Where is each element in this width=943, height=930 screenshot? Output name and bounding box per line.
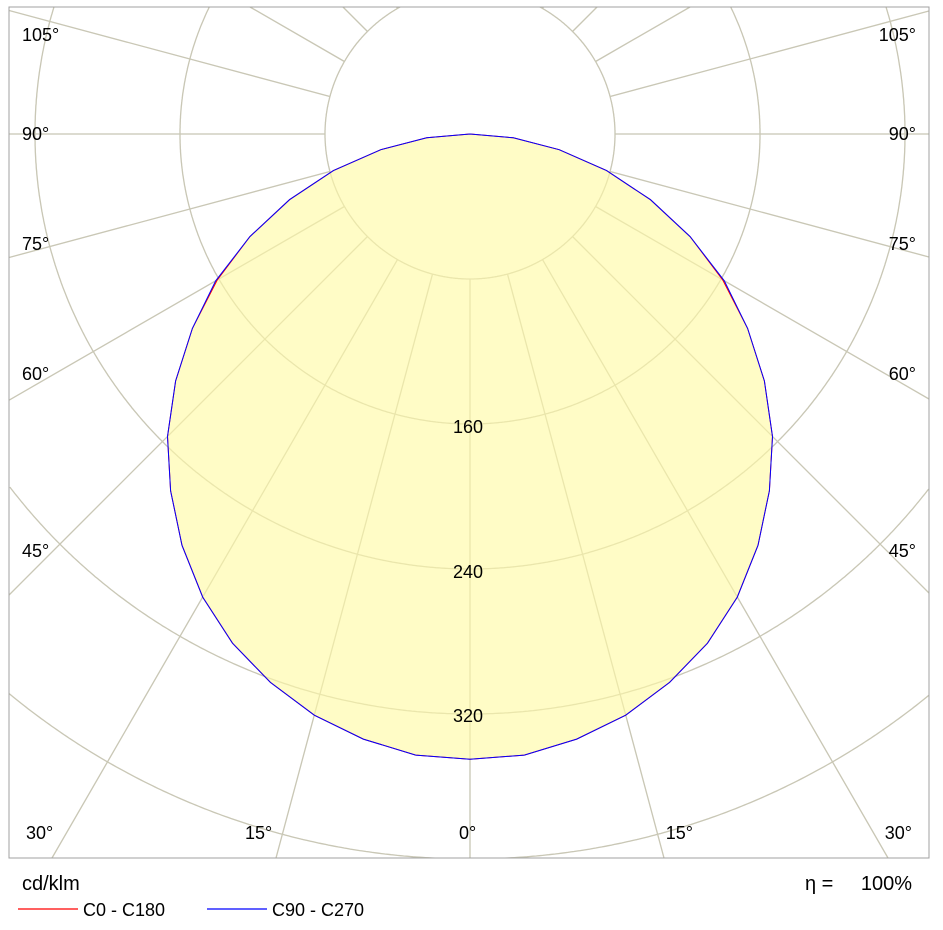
radial-label-160: 160 xyxy=(453,417,483,437)
angle-label-right-30: 30° xyxy=(885,823,912,843)
angle-label-0: 0° xyxy=(459,823,476,843)
efficiency-symbol: η = xyxy=(805,873,833,895)
angle-label-right-45: 45° xyxy=(889,541,916,561)
angle-label-left-45: 45° xyxy=(22,541,49,561)
angle-label-left-15: 15° xyxy=(245,823,272,843)
grid-circle xyxy=(470,7,616,280)
grid-circle xyxy=(9,692,442,858)
grid-circle xyxy=(34,7,470,570)
angle-label-left-30: 30° xyxy=(26,823,53,843)
grid-spoke xyxy=(9,9,331,98)
grid-spoke xyxy=(609,170,929,258)
legend-label-c90-c270: C90 - C270 xyxy=(272,900,364,920)
radial-label-240: 240 xyxy=(453,562,483,582)
legend-label-c0-c180: C0 - C180 xyxy=(83,900,165,920)
grid-spoke xyxy=(9,236,368,596)
grid-circle xyxy=(470,488,929,715)
grid-spoke xyxy=(9,170,331,259)
grid-spoke xyxy=(9,9,331,98)
angle-label-left-105: 105° xyxy=(22,25,59,45)
grid-spoke xyxy=(595,7,691,63)
grid-spoke xyxy=(342,7,368,32)
angle-label-left-90: 90° xyxy=(22,124,49,144)
unit-label: cd/klm xyxy=(22,873,80,895)
angle-label-left-60: 60° xyxy=(22,364,49,384)
grid-spoke xyxy=(275,273,434,858)
grid-spoke xyxy=(249,7,345,63)
grid-circle xyxy=(9,692,442,858)
grid-circle xyxy=(9,486,470,715)
grid-spoke xyxy=(595,205,929,400)
grid-spoke xyxy=(595,7,691,63)
series-curve-c90-c270 xyxy=(166,133,774,760)
angle-label-right-90: 90° xyxy=(889,124,916,144)
grid-spoke xyxy=(572,236,929,594)
grid-circle xyxy=(498,694,929,858)
curves xyxy=(167,134,773,760)
grid-spoke xyxy=(51,259,399,858)
grid-spoke xyxy=(506,273,665,858)
grid-spoke xyxy=(342,7,368,32)
grid-through-fill xyxy=(9,7,929,858)
angle-label-left-75: 75° xyxy=(22,234,49,254)
grid-circle xyxy=(179,7,470,425)
grid-spoke xyxy=(572,7,598,32)
grid-spoke xyxy=(609,170,929,258)
radial-label-320: 320 xyxy=(453,706,483,726)
grid-spoke xyxy=(541,259,889,858)
grid-spoke xyxy=(572,7,598,32)
grid-spoke xyxy=(609,10,929,98)
grid-spoke xyxy=(9,170,331,259)
grid-spoke xyxy=(9,205,345,401)
polar-grid-overlay xyxy=(9,7,929,858)
angle-label-right-15: 15° xyxy=(666,823,693,843)
grid-circle xyxy=(498,694,929,858)
grid-spoke xyxy=(609,10,929,98)
angle-label-right-105: 105° xyxy=(879,25,916,45)
efficiency-value: 100% xyxy=(861,873,912,895)
grid-circle xyxy=(470,7,761,425)
grid-spoke xyxy=(249,7,345,63)
plot-frame xyxy=(8,6,930,859)
angle-label-right-75: 75° xyxy=(889,234,916,254)
grid-circle xyxy=(324,7,470,280)
angle-label-right-60: 60° xyxy=(889,364,916,384)
grid-circle xyxy=(470,7,906,570)
intensity-fill xyxy=(167,134,773,760)
